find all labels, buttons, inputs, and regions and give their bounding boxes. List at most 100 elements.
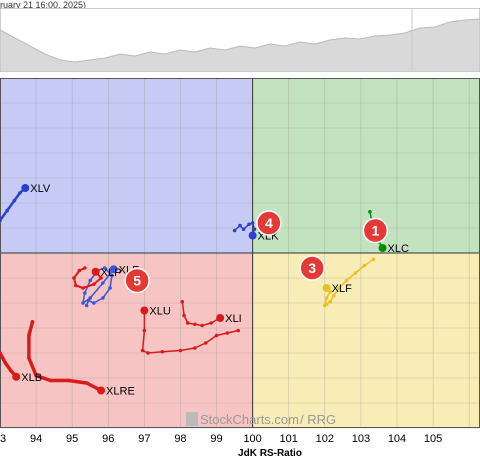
quadrant-improving — [0, 78, 253, 253]
x-tick-label: 101 — [280, 433, 298, 445]
marker-badge-circle — [299, 255, 325, 281]
tail-xlb[interactable]: XLB — [0, 351, 42, 384]
tail-point — [203, 341, 208, 345]
x-tick-label: 103 — [352, 433, 370, 445]
tail-point — [368, 209, 372, 214]
tail-point — [323, 303, 327, 308]
tail-point — [83, 266, 87, 270]
x-tick-label: 96 — [102, 433, 114, 445]
tail-point — [232, 228, 237, 233]
tail-point — [66, 378, 71, 383]
marker-badge-label: 1 — [371, 223, 379, 239]
tail-point — [182, 313, 186, 318]
tail-point — [12, 198, 17, 203]
tail-point — [353, 271, 358, 275]
tail-head-point — [216, 314, 225, 322]
marker-badge-1: 1 — [362, 217, 389, 244]
tail-xli[interactable]: XLI — [180, 299, 242, 328]
tail-point — [142, 328, 147, 333]
tail-point — [86, 298, 91, 303]
marker-badge-5: 5 — [124, 267, 150, 294]
benchmark-area — [0, 18, 480, 72]
tail-point — [92, 282, 96, 287]
tail-label: XLC — [388, 243, 409, 255]
tail-xlp[interactable]: XLP — [72, 266, 121, 290]
tail-xlv[interactable]: XLV — [0, 183, 51, 223]
tail-point — [185, 321, 190, 325]
tail-head-point — [248, 231, 257, 240]
tail-point — [332, 293, 336, 298]
tail-line — [0, 351, 18, 379]
x-tick-label: 94 — [30, 433, 42, 445]
tail-point — [344, 278, 349, 283]
tail-point — [328, 299, 333, 304]
tail-point — [362, 263, 367, 268]
tail-point — [73, 283, 78, 288]
tail-head-point — [322, 284, 331, 292]
marker-badge-label: 3 — [308, 260, 316, 276]
chart-date-header: ruary 21 16:00, 2025) — [0, 0, 87, 10]
tail-head-point — [91, 267, 100, 276]
quadrant-weakening — [252, 253, 480, 428]
tail-point — [140, 348, 145, 353]
tail-label: XLP — [101, 267, 122, 279]
tail-point — [214, 333, 219, 338]
marker-badge-circle — [124, 267, 150, 294]
watermark: StockCharts.com / RRG — [186, 412, 336, 427]
tail-point — [247, 222, 251, 227]
marker-badge-4: 4 — [256, 210, 282, 236]
watermark-product: / RRG — [300, 412, 336, 427]
tail-point — [18, 191, 22, 195]
tail-point — [110, 273, 114, 278]
tail-point — [178, 348, 183, 353]
tail-point — [48, 378, 53, 383]
marker-badge-circle — [256, 210, 282, 236]
marker-badge-circle — [362, 217, 389, 244]
tail-head-point — [97, 386, 106, 395]
tail-point — [108, 286, 112, 290]
tail-point — [0, 218, 2, 223]
tail-point — [250, 221, 255, 225]
tail-xlu[interactable]: XLU — [140, 306, 240, 355]
tail-label: XLU — [149, 306, 170, 318]
tail-label: XLI — [225, 313, 242, 325]
x-tick-label: 100 — [243, 433, 261, 445]
tail-point — [88, 296, 93, 300]
tail-point — [30, 319, 35, 324]
tail-point — [101, 296, 105, 300]
marker-badge-3: 3 — [299, 255, 325, 281]
tail-label: XLF — [332, 283, 352, 295]
tail-point — [324, 296, 329, 300]
tail-point — [238, 223, 242, 228]
tail-point — [81, 301, 85, 305]
tail-point — [101, 281, 105, 285]
tail-point — [160, 349, 165, 354]
tail-point — [209, 321, 213, 325]
tail-xlre[interactable]: XLRE — [27, 319, 135, 398]
tail-label: XLRE — [106, 386, 135, 398]
tail-label: XLV — [30, 183, 51, 195]
tail-head-point — [140, 306, 149, 315]
tail-point — [146, 351, 150, 355]
tail-xlf[interactable]: XLF — [322, 257, 376, 308]
x-tick-label: 97 — [138, 433, 150, 445]
tail-point — [81, 286, 85, 290]
tail-head-point — [378, 244, 387, 252]
x-tick-label: 99 — [210, 433, 222, 445]
tail-point — [241, 227, 246, 232]
tail-head-point — [109, 265, 118, 274]
x-axis-title: JdK RS-Ratio — [238, 448, 302, 459]
tail-point — [84, 303, 89, 308]
tail-point — [92, 301, 96, 305]
tail-point — [225, 331, 230, 335]
tail-point — [193, 346, 197, 350]
x-tick-label: 104 — [388, 433, 406, 445]
tail-point — [99, 276, 103, 280]
x-tick-label: 93 — [0, 433, 6, 445]
x-tick-label: 98 — [174, 433, 186, 445]
tail-point — [252, 227, 257, 232]
tail-point — [84, 381, 89, 385]
tail-point — [0, 351, 2, 355]
tail-point — [371, 257, 376, 262]
x-tick-label: 102 — [316, 433, 334, 445]
